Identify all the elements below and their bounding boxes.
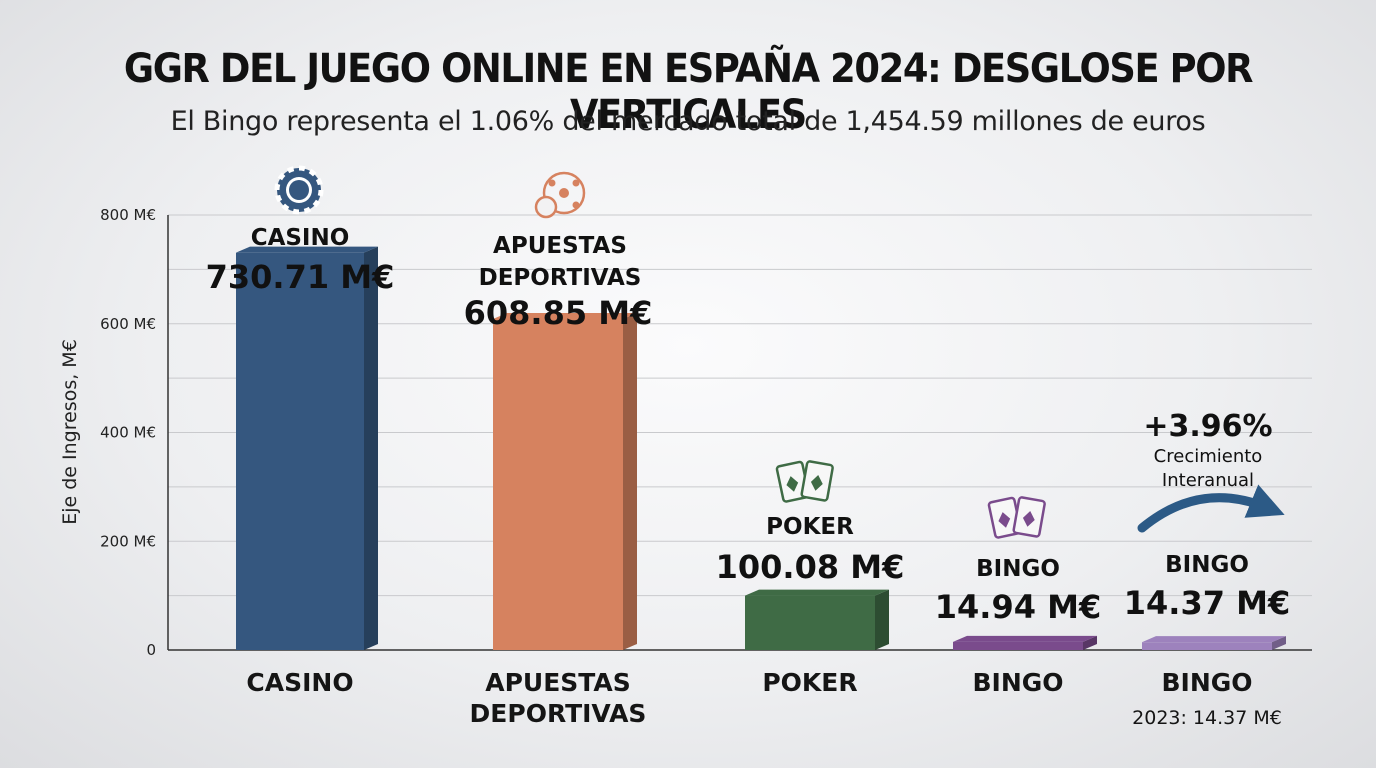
bar-label-name: CASINO [251, 225, 350, 251]
ball-spot [572, 179, 580, 187]
x-category-sublabel: 2023: 14.37 M€ [1132, 707, 1282, 729]
x-category-label: APUESTAS DEPORTIVAS [470, 668, 647, 728]
bar-top [745, 589, 889, 596]
card-suit [998, 512, 1011, 528]
x-category-line: BINGO [1161, 668, 1252, 697]
bar-4 [953, 635, 1097, 650]
growth-text: Interanual [1162, 470, 1254, 491]
bar-1 [236, 246, 378, 650]
bar-side [1083, 635, 1097, 650]
ball-spot [548, 179, 556, 187]
bar-value-label: 14.37 M€ [1124, 584, 1290, 622]
bar-side [623, 312, 637, 650]
bar-top [236, 246, 378, 253]
growth-arrow-icon [1137, 484, 1285, 533]
y-tick-label: 400 M€ [100, 424, 156, 442]
ball-spot [559, 188, 569, 198]
bar-top [953, 635, 1097, 642]
x-category-label: POKER [762, 668, 857, 697]
card-suit [786, 476, 799, 492]
bar-label-name: BINGO [976, 556, 1060, 582]
ball-large [542, 171, 586, 215]
chip-dash [274, 165, 324, 215]
bar-top [1142, 636, 1286, 643]
x-category-line: CASINO [246, 668, 353, 697]
chip-center [289, 180, 309, 200]
x-category-line: DEPORTIVAS [470, 699, 647, 728]
bar-side [875, 589, 889, 650]
poker-cards-icon [775, 460, 834, 503]
bar-front [493, 318, 623, 650]
bar-front [953, 641, 1083, 650]
bar-3 [745, 589, 889, 650]
chart-subtitle: El Bingo representa el 1.06% del mercado… [170, 106, 1206, 137]
y-axis-title: Eje de Ingresos, M€ [59, 339, 81, 525]
soccer-ball-icon [534, 171, 586, 219]
card-suit [810, 475, 823, 491]
bar-2 [493, 312, 637, 650]
bar-5 [1142, 636, 1286, 650]
x-category-line: BINGO [972, 668, 1063, 697]
y-tick-label: 0 [146, 641, 156, 659]
bar-side [1272, 636, 1286, 650]
card-suit [1022, 511, 1035, 527]
bar-side [364, 246, 378, 650]
bar-value-label: 100.08 M€ [716, 548, 905, 586]
growth-value: +3.96% [1143, 409, 1272, 444]
bar-label-name: DEPORTIVAS [479, 265, 642, 291]
x-category-line: APUESTAS [485, 668, 631, 697]
chart-title: GGR DEL JUEGO ONLINE EN ESPAÑA 2024: DES… [123, 46, 1254, 138]
x-category-label: BINGO [1161, 668, 1252, 697]
y-tick-label: 800 M€ [100, 206, 156, 224]
bar-label-name: POKER [766, 514, 854, 540]
ball-small [534, 195, 558, 219]
y-tick-label: 200 M€ [100, 532, 156, 550]
bar-front [236, 252, 364, 650]
x-category-label: CASINO [246, 668, 353, 697]
bar-label-name: BINGO [1165, 552, 1249, 578]
bar-front [745, 595, 875, 650]
growth-text: Crecimiento [1154, 446, 1263, 467]
bar-value-label: 14.94 M€ [935, 588, 1101, 626]
bar-value-label: 608.85 M€ [464, 294, 653, 332]
x-category-line: POKER [762, 668, 857, 697]
bar-value-label: 730.71 M€ [206, 258, 395, 296]
bar-top [493, 312, 637, 319]
ball-spot [572, 201, 580, 209]
bingo-cards-icon [987, 496, 1046, 539]
x-category-label: BINGO [972, 668, 1063, 697]
casino-chip-icon [274, 165, 324, 215]
y-tick-label: 600 M€ [100, 315, 156, 333]
bar-front [1142, 642, 1272, 650]
bar-label-name: APUESTAS [493, 233, 627, 259]
